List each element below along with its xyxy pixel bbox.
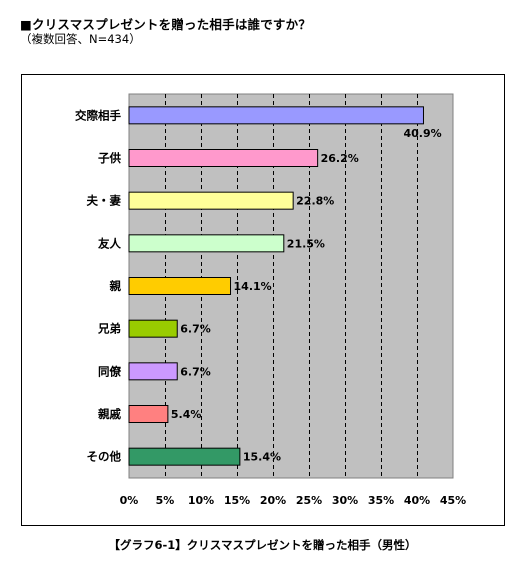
data-label: 15.4% — [243, 451, 281, 464]
chart-frame: 0% 5% 10% 15% 20% 25% 30% 35% 40% 45% 交際相手 40.9% 子供 2… — [21, 74, 505, 526]
x-tick-label: 15% — [224, 494, 250, 507]
bar — [128, 234, 285, 253]
chart-subtitle: （複数回答、N=434） — [20, 32, 141, 46]
bar — [128, 447, 241, 466]
chart-caption: 【グラフ6-1】クリスマスプレゼントを贈った相手（男性） — [108, 538, 417, 552]
data-label: 21.5% — [287, 237, 325, 250]
x-tick-label: 45% — [440, 494, 466, 507]
data-label: 22.8% — [296, 195, 334, 208]
bar — [128, 106, 424, 125]
category-label: 兄弟 — [97, 322, 121, 336]
category-label: 子供 — [98, 151, 121, 165]
x-tick-label: 5% — [156, 494, 175, 507]
category-label: 親 — [110, 279, 122, 293]
bar — [128, 362, 178, 381]
data-label: 40.9% — [403, 127, 441, 140]
x-tick-label: 35% — [368, 494, 394, 507]
category-label: その他 — [87, 450, 122, 464]
data-label: 5.4% — [171, 408, 202, 421]
x-tick-label: 0% — [120, 494, 139, 507]
category-label: 夫・妻 — [87, 194, 122, 208]
x-tick-label: 40% — [404, 494, 430, 507]
category-label: 同僚 — [98, 364, 121, 378]
category-label: 友人 — [98, 236, 121, 250]
data-label: 26.2% — [321, 152, 359, 165]
bar — [128, 149, 319, 167]
bar — [128, 277, 232, 295]
x-tick-label: 20% — [260, 494, 286, 507]
bar — [128, 319, 178, 338]
category-label: 交際相手 — [75, 108, 121, 122]
x-tick-label: 25% — [296, 494, 322, 507]
x-tick-label: 10% — [188, 494, 214, 507]
chart-title: ■クリスマスプレゼントを贈った相手は誰ですか？ — [20, 17, 312, 32]
bar — [128, 405, 169, 423]
data-label: 6.7% — [180, 365, 211, 378]
x-tick-label: 30% — [332, 494, 358, 507]
category-label: 親戚 — [98, 407, 121, 421]
data-label: 14.1% — [234, 280, 272, 293]
bar — [128, 191, 294, 210]
data-label: 6.7% — [180, 323, 211, 336]
bar-chart: 0% 5% 10% 15% 20% 25% 30% 35% 40% 45% 交際相手 40.9% 子供 2… — [75, 93, 466, 507]
